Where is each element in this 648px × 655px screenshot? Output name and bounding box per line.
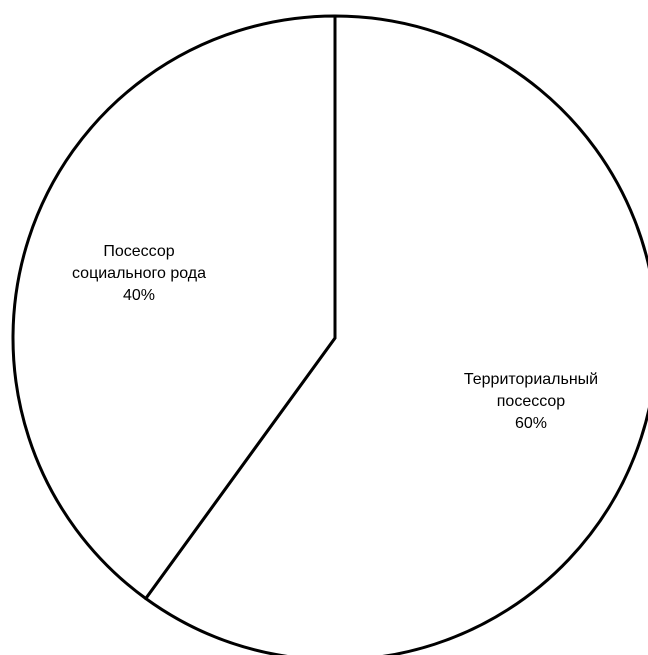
slice-label: Территориальный посессор 60% [464, 369, 598, 435]
slice-label: Посессор социального рода 40% [72, 241, 206, 307]
pie-slice [144, 14, 648, 655]
value-label: 40% [122, 287, 156, 305]
value-label: 60% [514, 414, 547, 432]
category-label: Посессор социального рода [72, 243, 206, 283]
category-label: Территориальный посессор [463, 370, 599, 410]
pie-slice [11, 14, 337, 601]
